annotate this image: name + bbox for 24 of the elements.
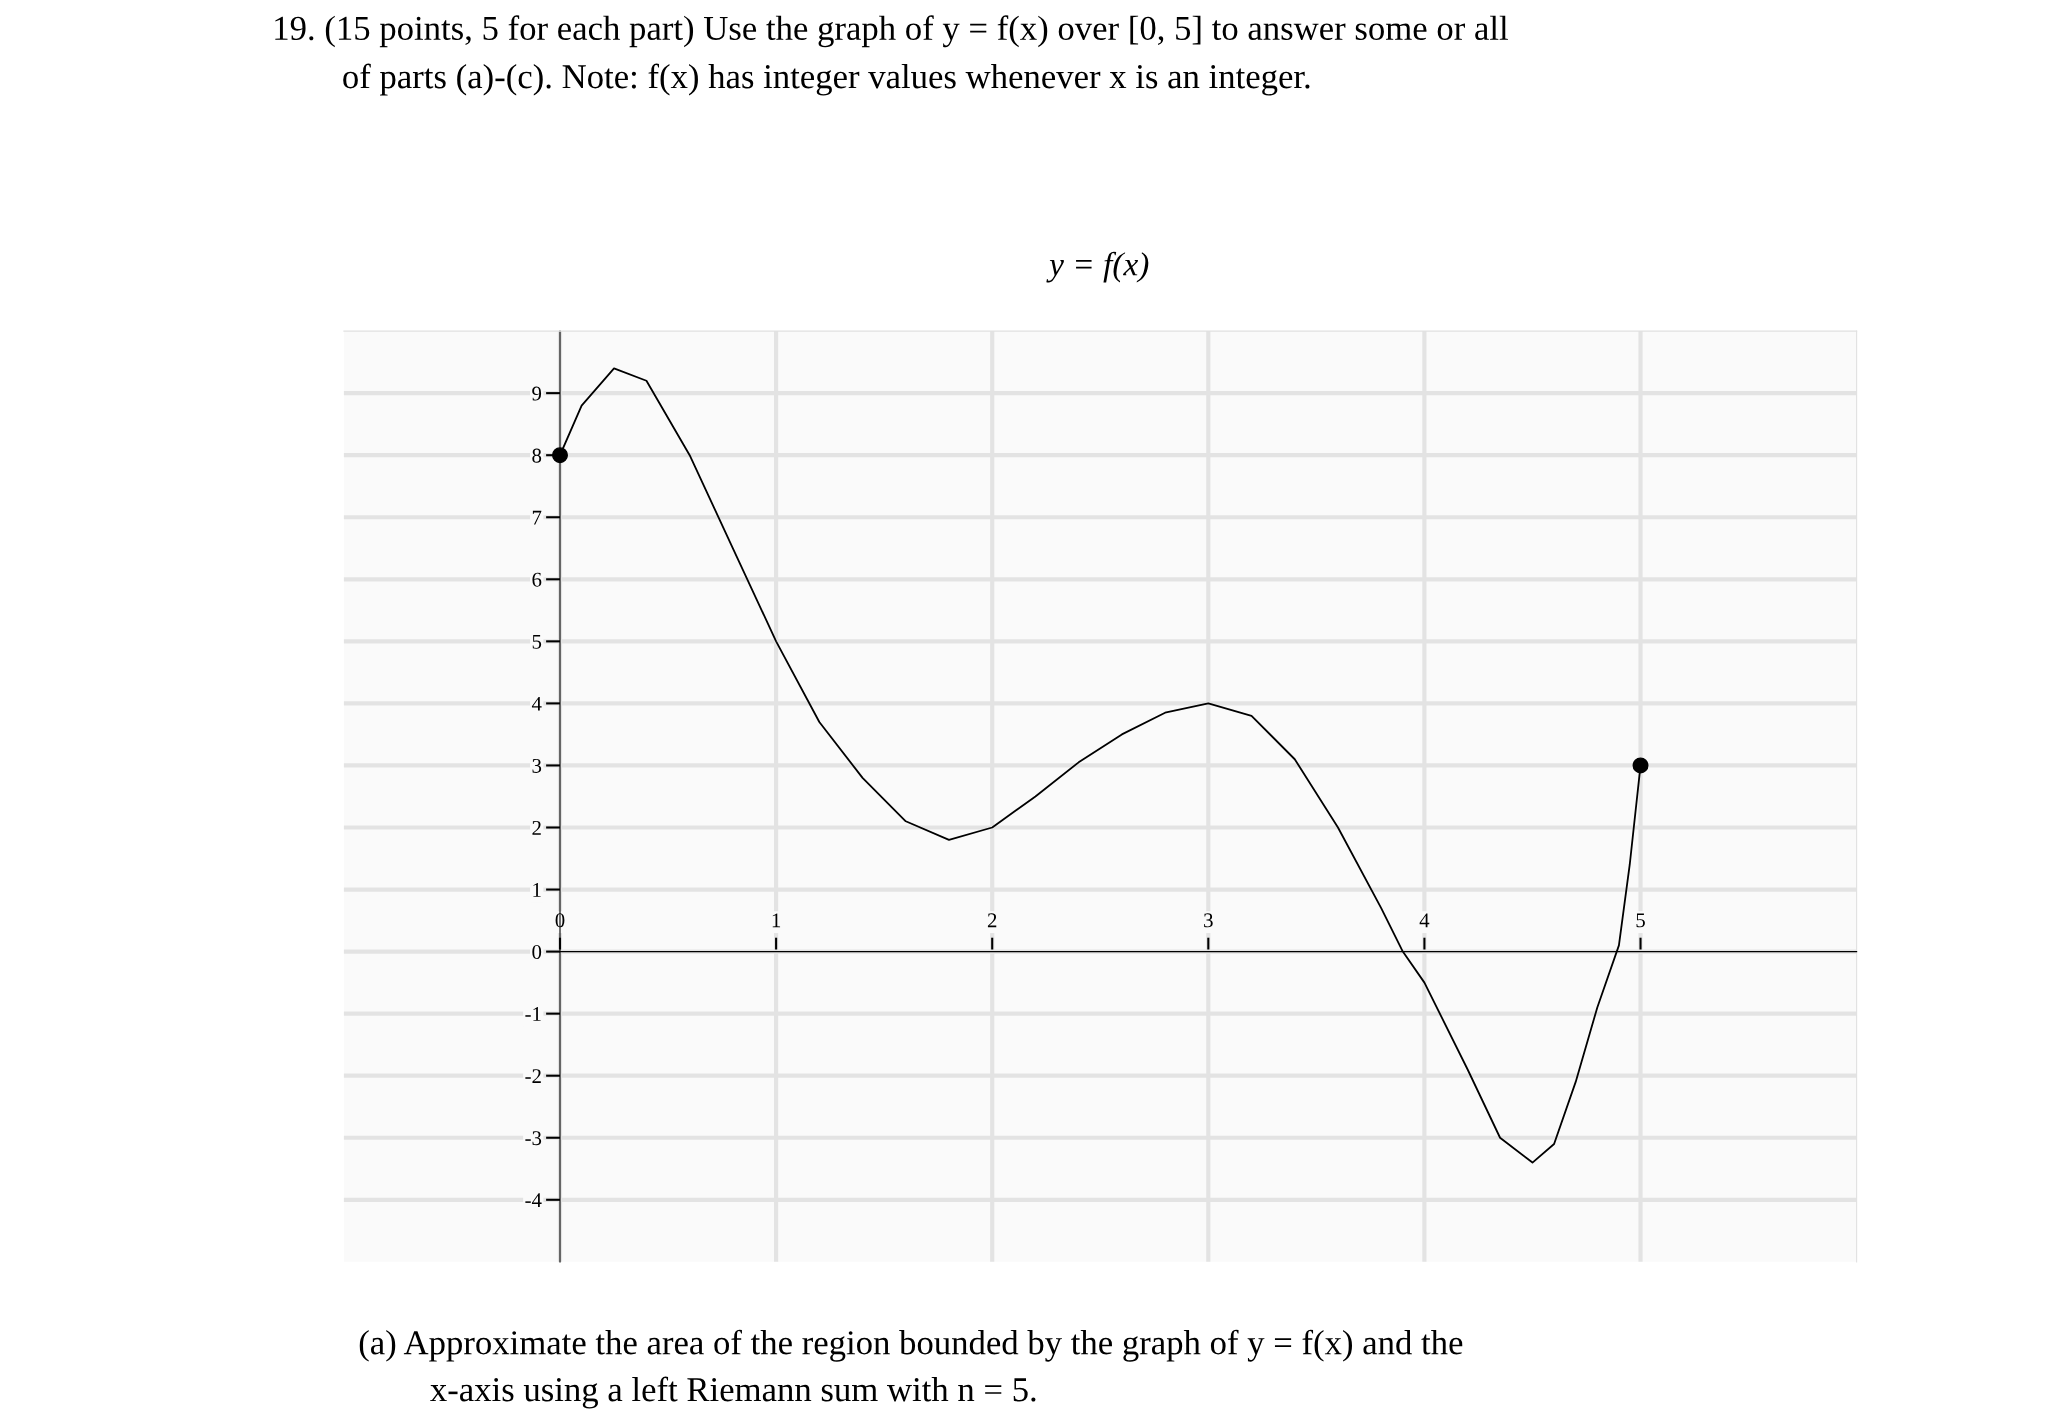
- text: (a) Approximate the area of the region bounded by the graph of y = f(x) and the: [359, 1329, 1463, 1362]
- text: of parts (a)-(c). Note: f(x) has integer values whenever x is an integer.: [343, 63, 1310, 96]
- x-tick-label: 1: [772, 913, 781, 928]
- y-tick-label: 6: [532, 572, 542, 587]
- y-tick-label: -3: [525, 1131, 542, 1146]
- y-tick-label: -2: [525, 1069, 541, 1083]
- text: 19. (15 points, 5 for each part) Use the graph of y = f(x) over [0, 5] to answer some or all: [275, 15, 1508, 48]
- y-tick-label: 0: [532, 944, 542, 960]
- x-tick-label: 4: [1419, 913, 1430, 928]
- x-tick-label: 3: [1204, 913, 1213, 928]
- y-tick-label: 9: [532, 386, 542, 401]
- y-tick-label: 8: [532, 448, 542, 463]
- y-tick-label: 5: [532, 634, 542, 649]
- y-tick-label: -1: [525, 1007, 541, 1021]
- x-tick-label: 5: [1636, 913, 1645, 928]
- chart-title: y = f(x): [1046, 251, 1149, 283]
- text: x-axis using a left Riemann sum with n = 5.: [430, 1376, 1036, 1409]
- y-tick-label: 2: [532, 820, 541, 835]
- y-tick-label: 7: [532, 510, 542, 525]
- y-tick-label: 4: [531, 696, 542, 711]
- x-tick-label: 2: [987, 913, 997, 928]
- y-tick-label: -4: [525, 1193, 542, 1208]
- y-tick-label: 1: [533, 883, 541, 897]
- y-tick-label: 3: [532, 758, 542, 773]
